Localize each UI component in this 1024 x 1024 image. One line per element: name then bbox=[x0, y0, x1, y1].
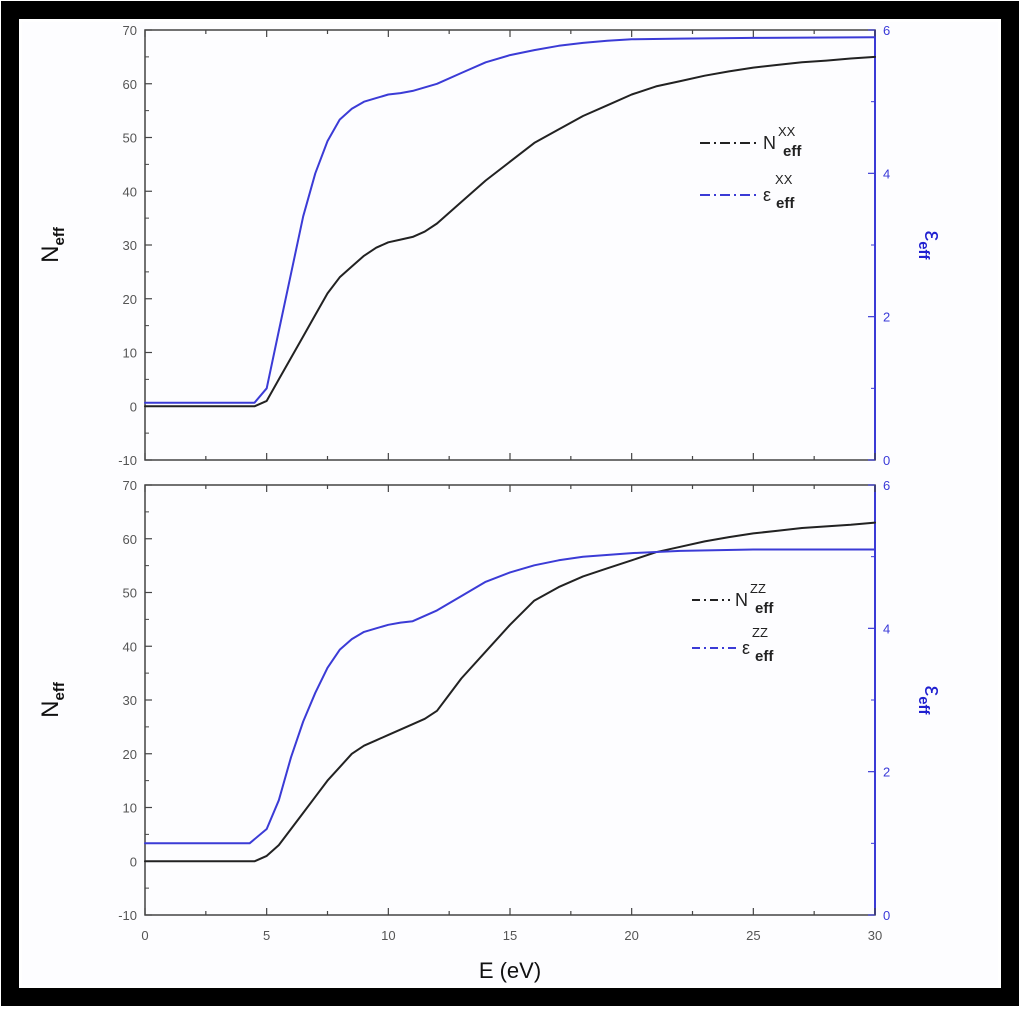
y-left-tick-label: 30 bbox=[123, 693, 137, 708]
top-ylabel-left: Neff bbox=[37, 226, 68, 263]
y-left-tick-label: 60 bbox=[123, 77, 137, 92]
x-tick-label: 25 bbox=[746, 928, 760, 943]
top-series bbox=[144, 36, 876, 408]
bottom-legend-n-label: NZZ eff bbox=[735, 581, 774, 617]
top-legend-e-sup: XX bbox=[775, 172, 793, 187]
y-right-tick-label: 2 bbox=[883, 765, 890, 780]
bottom-legend-e-sub: eff bbox=[755, 648, 774, 665]
y-left-tick-label: 30 bbox=[123, 238, 137, 253]
x-tick-label: 5 bbox=[263, 928, 270, 943]
bottom-ylabel-right-main: ε bbox=[919, 685, 946, 696]
frame-border bbox=[1, 1, 1019, 1006]
y-left-tick-label: -10 bbox=[118, 453, 137, 468]
y-left-tick-label: 10 bbox=[123, 346, 137, 361]
top-series-epsilon-line bbox=[144, 36, 876, 404]
bottom-legend-e-sup: ZZ bbox=[752, 625, 768, 640]
top-legend-n-sup: XX bbox=[778, 124, 796, 139]
top-legend-e-sub: eff bbox=[776, 195, 795, 212]
y-right-tick-label: 4 bbox=[883, 621, 890, 636]
bottom-series bbox=[144, 521, 876, 863]
top-ylabel-left-sub: eff bbox=[51, 226, 68, 245]
top-ylabel-right-main: ε bbox=[919, 230, 946, 241]
top-legend-e-label: ε XX eff bbox=[763, 172, 795, 212]
x-tick-labels: 0 5 10 15 20 25 30 bbox=[141, 928, 882, 943]
bottom-series-neff-line bbox=[144, 521, 876, 863]
y-right-tick-label: 6 bbox=[883, 23, 890, 38]
top-ticks: -10 0 10 20 30 40 50 60 70 0 2 4 6 bbox=[118, 23, 890, 468]
y-left-tick-label: 40 bbox=[123, 639, 137, 654]
y-left-tick-label: 0 bbox=[130, 399, 137, 414]
y-left-tick-label: 20 bbox=[123, 747, 137, 762]
bottom-ylabel-left: Neff bbox=[37, 681, 68, 718]
top-series-neff-line bbox=[144, 55, 876, 408]
bottom-ylabel-right: εeff bbox=[915, 685, 946, 715]
x-tick-label: 15 bbox=[503, 928, 517, 943]
y-left-tick-label: 10 bbox=[123, 801, 137, 816]
x-axis-label: E (eV) bbox=[479, 958, 541, 983]
x-tick-label: 0 bbox=[141, 928, 148, 943]
bottom-legend-n-sup: ZZ bbox=[750, 581, 766, 596]
y-left-tick-label: 60 bbox=[123, 532, 137, 547]
x-tick-label: 20 bbox=[624, 928, 638, 943]
top-ylabel-left-main: N bbox=[37, 246, 64, 263]
y-left-tick-label: 50 bbox=[123, 131, 137, 146]
top-legend-n-sub: eff bbox=[783, 143, 802, 160]
bottom-ylabel-left-main: N bbox=[37, 701, 64, 718]
y-left-tick-label: -10 bbox=[118, 908, 137, 923]
y-right-tick-label: 0 bbox=[883, 453, 890, 468]
y-right-tick-label: 4 bbox=[883, 166, 890, 181]
bottom-legend-n-sub: eff bbox=[755, 600, 774, 617]
y-right-tick-label: 0 bbox=[883, 908, 890, 923]
bottom-legend-e-label: εZZ eff bbox=[742, 625, 774, 665]
x-tick-label: 10 bbox=[381, 928, 395, 943]
bottom-ticks: -10 0 10 20 30 40 50 60 70 0 2 4 6 bbox=[118, 478, 890, 923]
top-legend-n-main: N bbox=[763, 133, 776, 153]
top-legend: NXX eff εXX eff bbox=[700, 124, 802, 212]
y-right-tick-label: 6 bbox=[883, 478, 890, 493]
bottom-legend-e-main: ε bbox=[742, 638, 750, 658]
y-left-tick-label: 70 bbox=[123, 478, 137, 493]
bottom-series-epsilon-line bbox=[144, 548, 876, 845]
top-ylabel-right-sub: eff bbox=[915, 241, 932, 260]
bottom-ylabel-left-sub: eff bbox=[51, 681, 68, 700]
y-left-tick-label: 50 bbox=[123, 586, 137, 601]
y-left-tick-label: 20 bbox=[123, 292, 137, 307]
bottom-ylabel-right-sub: eff bbox=[915, 696, 932, 715]
x-tick-label: 30 bbox=[868, 928, 882, 943]
bottom-legend-n-main: N bbox=[735, 590, 748, 610]
top-legend-e-main: ε bbox=[763, 185, 771, 205]
bottom-legend: NZZ eff εZZ eff bbox=[692, 581, 774, 665]
plot-background bbox=[22, 22, 998, 985]
y-left-tick-label: 70 bbox=[123, 23, 137, 38]
y-left-tick-label: 0 bbox=[130, 854, 137, 869]
top-legend-n-label: NXX eff bbox=[763, 124, 802, 160]
y-left-tick-label: 40 bbox=[123, 184, 137, 199]
y-right-tick-label: 2 bbox=[883, 310, 890, 325]
top-ylabel-right: εeff bbox=[915, 230, 946, 260]
